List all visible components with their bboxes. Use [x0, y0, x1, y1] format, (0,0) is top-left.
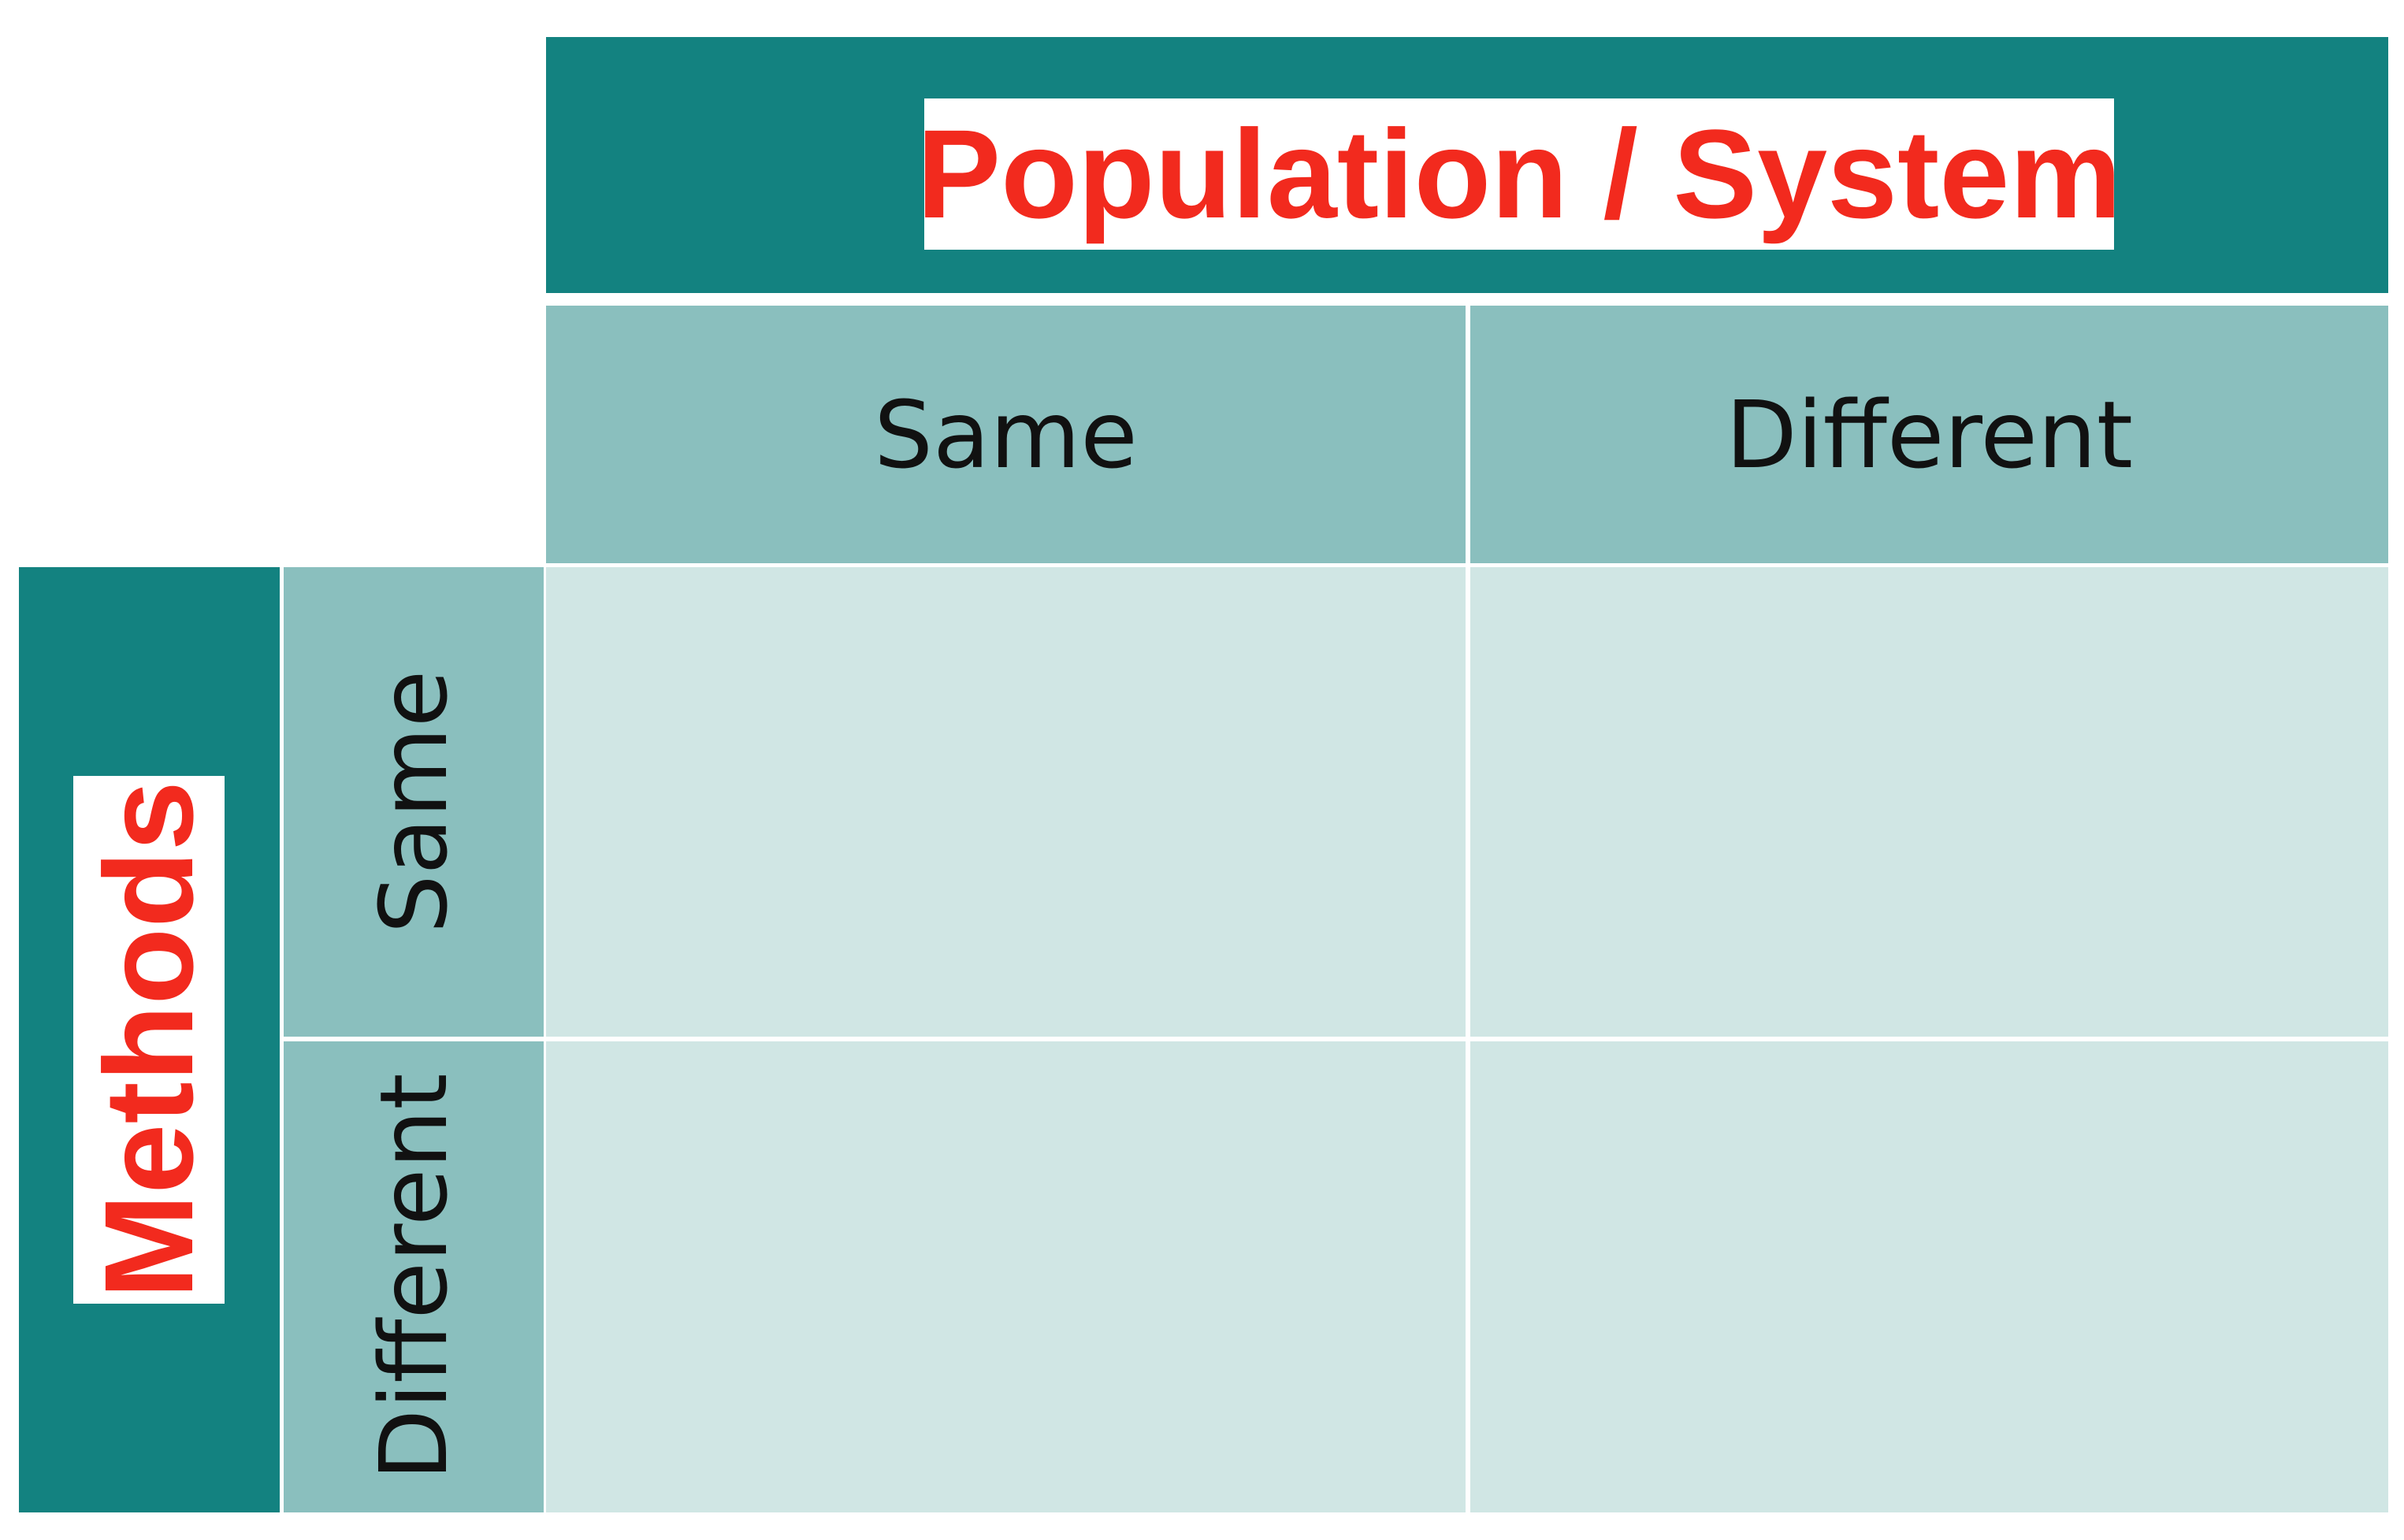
column-header-same: Same — [546, 306, 1466, 563]
matrix-cell-different-methods-different-population — [1470, 1041, 2388, 1512]
row-header-same-label: Same — [359, 670, 468, 934]
column-header-different: Different — [1470, 306, 2388, 563]
row-header-different-label: Different — [359, 1073, 468, 1481]
row-header-same: Same — [284, 567, 544, 1037]
column-header-bar: Population / System — [546, 37, 2388, 293]
matrix-cell-same-methods-different-population — [1470, 567, 2388, 1037]
matrix-cell-same-methods-same-population — [546, 567, 1466, 1037]
row-header-different: Different — [284, 1041, 544, 1512]
column-axis-title: Population / System — [916, 98, 2122, 250]
matrix-cell-different-methods-same-population — [546, 1041, 1466, 1512]
row-axis-title: Methods — [73, 776, 225, 1304]
row-header-bar: Methods — [19, 567, 280, 1512]
